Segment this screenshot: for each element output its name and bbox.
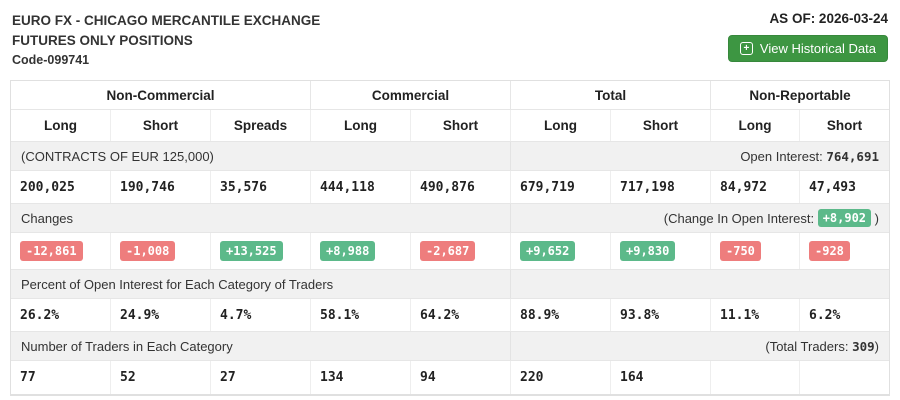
group-total: Total <box>511 81 711 109</box>
percent-cell: 58.1% <box>311 299 411 331</box>
report-title-line1: EURO FX - CHICAGO MERCANTILE EXCHANGE <box>12 13 321 28</box>
traders-section-row: Number of Traders in Each Category (Tota… <box>11 332 889 361</box>
col-comm-short: Short <box>411 110 511 141</box>
column-header-row: Long Short Spreads Long Short Long Short… <box>11 110 889 142</box>
change-badge: -1,008 <box>120 241 176 261</box>
percent-cell: 26.2% <box>11 299 111 331</box>
change-oi-suffix: ) <box>871 210 879 226</box>
change-cell: -1,008 <box>111 233 211 269</box>
positions-cell: 190,746 <box>111 171 211 203</box>
col-total-long: Long <box>511 110 611 141</box>
total-traders-suffix: ) <box>874 338 879 354</box>
open-interest-value: 764,691 <box>826 148 879 164</box>
positions-cell: 35,576 <box>211 171 311 203</box>
traders-cell: 164 <box>611 361 711 394</box>
traders-cell: 77 <box>11 361 111 394</box>
col-total-short: Short <box>611 110 711 141</box>
percent-cell: 11.1% <box>711 299 800 331</box>
percent-row: 26.2% 24.9% 4.7% 58.1% 64.2% 88.9% 93.8%… <box>11 299 889 332</box>
col-noncomm-short: Short <box>111 110 211 141</box>
change-cell: -12,861 <box>11 233 111 269</box>
change-cell: +8,988 <box>311 233 411 269</box>
percent-label: Percent of Open Interest for Each Catego… <box>11 270 511 298</box>
col-nonrep-long: Long <box>711 110 800 141</box>
header-right: AS OF: 2026-03-24 + View Historical Data <box>727 11 888 62</box>
change-oi-badge: +8,902 <box>817 209 872 227</box>
positions-cell: 200,025 <box>11 171 111 203</box>
contracts-label: (CONTRACTS OF EUR 125,000) <box>11 142 511 170</box>
change-badge: -12,861 <box>20 241 83 261</box>
col-noncomm-long: Long <box>11 110 111 141</box>
changes-row: -12,861 -1,008 +13,525 +8,988 -2,687 +9,… <box>11 233 889 270</box>
change-badge: -2,687 <box>420 241 476 261</box>
change-cell: +9,830 <box>611 233 711 269</box>
percent-cell: 64.2% <box>411 299 511 331</box>
traders-cell: 134 <box>311 361 411 394</box>
change-cell: -928 <box>800 233 889 269</box>
positions-cell: 47,493 <box>809 179 856 195</box>
change-badge: +9,830 <box>620 241 676 261</box>
positions-cell: 717,198 <box>611 171 711 203</box>
group-non-commercial: Non-Commercial <box>11 81 311 109</box>
positions-row: 200,025 190,746 35,576 444,118 490,876 6… <box>11 171 889 204</box>
change-badge: +13,525 <box>220 241 283 261</box>
changes-section-row: Changes (Change In Open Interest: +8,902… <box>11 204 889 233</box>
traders-cell: 220 <box>511 361 611 394</box>
changes-label: Changes <box>11 204 511 232</box>
percent-cell: 4.7% <box>211 299 311 331</box>
report-code: Code-099741 <box>12 53 90 68</box>
total-traders-value: 309 <box>852 338 875 354</box>
group-commercial: Commercial <box>311 81 511 109</box>
group-header-row: Non-Commercial Commercial Total Non-Repo… <box>11 81 889 110</box>
percent-section-row: Percent of Open Interest for Each Catego… <box>11 270 889 299</box>
traders-cell: 94 <box>411 361 511 394</box>
change-in-open-interest: (Change In Open Interest: +8,902 ) <box>511 204 889 232</box>
traders-cell <box>800 361 889 394</box>
traders-cell: 52 <box>111 361 211 394</box>
percent-right-spacer <box>511 270 889 298</box>
report-title-block: EURO FX - CHICAGO MERCANTILE EXCHANGE FU… <box>12 11 320 67</box>
percent-cell: 88.9% <box>511 299 611 331</box>
total-traders-label: (Total Traders: <box>765 338 853 354</box>
contracts-section-row: (CONTRACTS OF EUR 125,000) Open Interest… <box>11 142 889 171</box>
traders-cell: 27 <box>211 361 311 394</box>
traders-cell <box>711 361 800 394</box>
percent-cell: 24.9% <box>111 299 211 331</box>
percent-cell: 93.8% <box>611 299 711 331</box>
percent-cell: 6.2% <box>809 307 841 323</box>
traders-row: 77 52 27 134 94 220 164 <box>11 361 889 394</box>
positions-cell: 490,876 <box>411 171 511 203</box>
positions-cell: 444,118 <box>311 171 411 203</box>
change-cell: +9,652 <box>511 233 611 269</box>
change-badge: +8,988 <box>320 241 376 261</box>
change-badge: -928 <box>809 241 850 261</box>
view-historical-data-label: View Historical Data <box>759 41 876 56</box>
view-historical-data-button[interactable]: + View Historical Data <box>727 35 888 62</box>
change-badge: +9,652 <box>520 241 576 261</box>
positions-cell: 679,719 <box>511 171 611 203</box>
historical-data-icon: + <box>739 42 753 55</box>
open-interest: Open Interest: 764,691 <box>511 142 889 170</box>
col-noncomm-spreads: Spreads <box>211 110 311 141</box>
report-title-line2: FUTURES ONLY POSITIONS <box>12 32 193 48</box>
cot-table: Non-Commercial Commercial Total Non-Repo… <box>10 80 890 396</box>
page-header: EURO FX - CHICAGO MERCANTILE EXCHANGE FU… <box>10 0 890 80</box>
change-cell: -2,687 <box>411 233 511 269</box>
positions-cell: 84,972 <box>711 171 800 203</box>
traders-label: Number of Traders in Each Category <box>11 332 511 360</box>
change-badge: -750 <box>720 241 761 261</box>
change-cell: +13,525 <box>211 233 311 269</box>
open-interest-label: Open Interest: <box>740 148 827 164</box>
as-of-date: AS OF: 2026-03-24 <box>769 11 888 26</box>
group-non-reportable: Non-Reportable <box>749 87 851 103</box>
change-cell: -750 <box>711 233 800 269</box>
col-comm-long: Long <box>311 110 411 141</box>
change-oi-label: (Change In Open Interest: <box>663 210 818 226</box>
col-nonrep-short: Short <box>826 118 863 133</box>
total-traders: (Total Traders: 309) <box>511 332 889 360</box>
